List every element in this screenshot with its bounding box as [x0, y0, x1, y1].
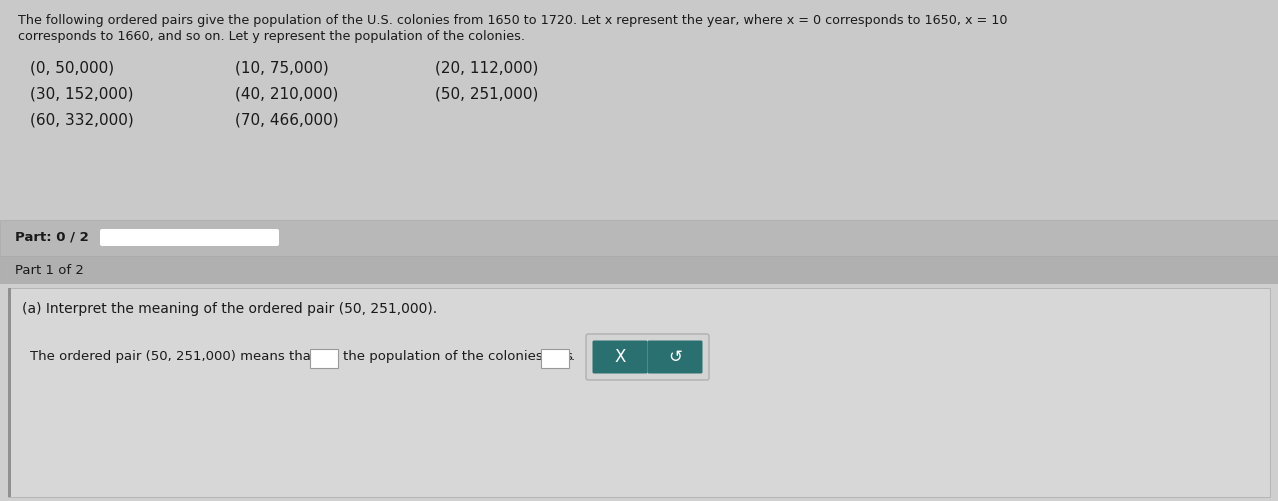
Text: corresponds to 1660, and so on. Let y represent the population of the colonies.: corresponds to 1660, and so on. Let y re…	[18, 30, 525, 43]
Bar	[8, 288, 1270, 497]
Bar	[8, 288, 12, 497]
Text: Part 1 of 2: Part 1 of 2	[15, 264, 84, 277]
FancyBboxPatch shape	[100, 229, 279, 246]
Text: the population of the colonies was: the population of the colonies was	[343, 350, 573, 363]
FancyBboxPatch shape	[587, 334, 709, 380]
Text: .: .	[571, 350, 575, 363]
Text: X: X	[615, 348, 626, 366]
Text: Part: 0 / 2: Part: 0 / 2	[15, 231, 88, 244]
Text: ↺: ↺	[668, 348, 682, 366]
Bar	[541, 349, 569, 368]
Text: (70, 466,000): (70, 466,000)	[235, 112, 339, 127]
Bar	[0, 284, 1278, 501]
Text: (10, 75,000): (10, 75,000)	[235, 60, 328, 75]
Text: The following ordered pairs give the population of the U.S. colonies from 1650 t: The following ordered pairs give the pop…	[18, 14, 1007, 27]
Bar	[0, 220, 1278, 256]
Text: (a) Interpret the meaning of the ordered pair (50, 251,000).: (a) Interpret the meaning of the ordered…	[22, 302, 437, 316]
Text: (30, 152,000): (30, 152,000)	[29, 86, 133, 101]
Text: (50, 251,000): (50, 251,000)	[435, 86, 538, 101]
Bar	[0, 0, 1278, 220]
FancyBboxPatch shape	[648, 341, 703, 374]
Bar	[0, 256, 1278, 284]
Text: (40, 210,000): (40, 210,000)	[235, 86, 339, 101]
FancyBboxPatch shape	[593, 341, 648, 374]
Text: (20, 112,000): (20, 112,000)	[435, 60, 538, 75]
Text: (0, 50,000): (0, 50,000)	[29, 60, 114, 75]
Text: (60, 332,000): (60, 332,000)	[29, 112, 134, 127]
Bar	[311, 349, 337, 368]
Text: The ordered pair (50, 251,000) means that in: The ordered pair (50, 251,000) means tha…	[29, 350, 332, 363]
